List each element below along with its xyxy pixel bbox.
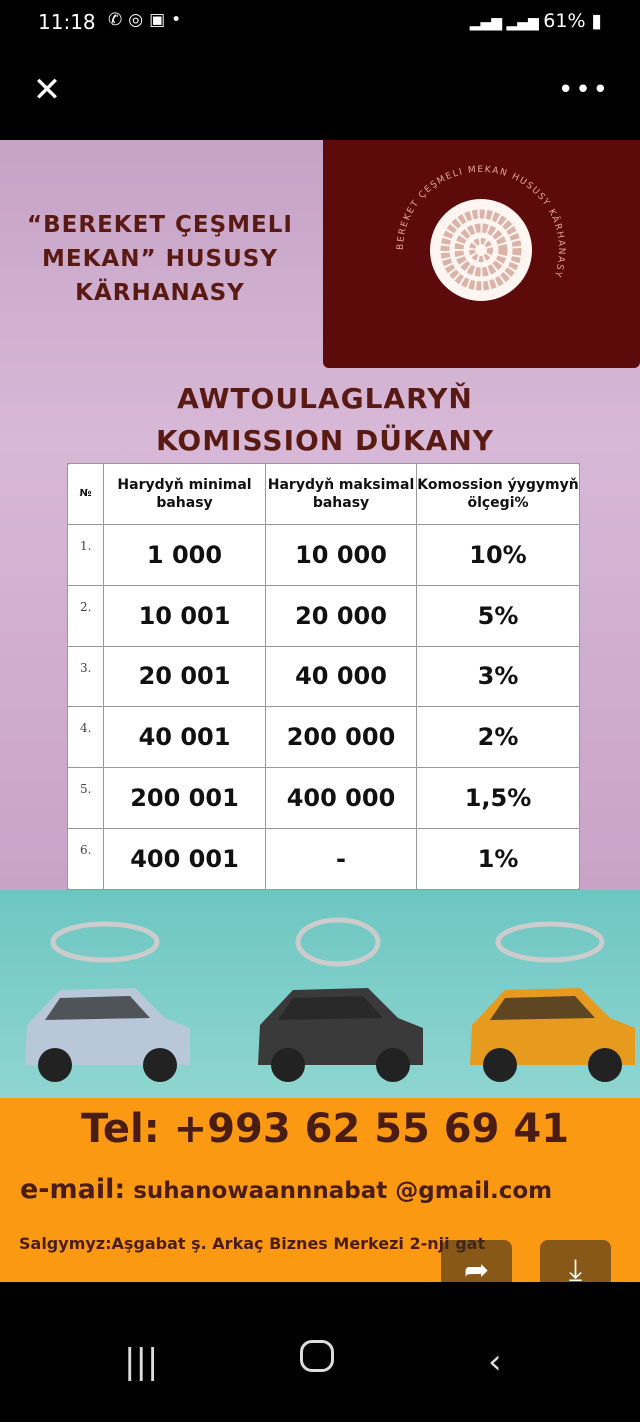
row-number: 6. — [67, 828, 104, 890]
row-number: 2. — [67, 584, 104, 647]
max-price: - — [265, 828, 417, 890]
navigation-bar: ||| ‹ — [0, 1282, 640, 1422]
table-row: 2. 10 001 20 000 5% — [67, 584, 580, 647]
commission-rate: 10% — [416, 523, 580, 586]
max-price: 200 000 — [265, 706, 417, 769]
row-number: 3. — [67, 645, 104, 708]
min-price: 10 001 — [103, 584, 266, 647]
home-icon[interactable] — [300, 1340, 334, 1372]
logo: BEREKET ÇEŞMELI MEKAN HUSUSY KÄRHANASY — [323, 140, 640, 368]
brand-logo-icon — [495, 921, 605, 963]
company-name-line: KÄRHANASY — [75, 280, 245, 306]
status-right: ▂▄▆ ▂▄▆ 61% ▮ — [470, 10, 602, 32]
table-row: 3. 20 001 40 000 3% — [67, 645, 580, 708]
cars-illustration — [25, 917, 635, 1082]
row-number: 4. — [67, 706, 104, 769]
min-price: 400 001 — [103, 828, 266, 890]
address: Salgymyz:Aşgabat ş. Arkaç Biznes Merkezi… — [19, 1234, 486, 1253]
table-row: 4. 40 001 200 000 2% — [67, 706, 580, 769]
signal-icon: ▂▄▆ ▂▄▆ — [469, 15, 544, 31]
row-number: 5. — [67, 767, 104, 830]
phone-number: Tel: +993 62 55 69 41 — [80, 1106, 570, 1152]
brand-logo-icon — [295, 917, 381, 967]
row-number: 1. — [67, 523, 104, 586]
heading-line: AWTOULAGLARYŇ — [177, 382, 473, 415]
commission-rate: 1,5% — [416, 767, 580, 830]
min-price: 20 001 — [103, 645, 266, 708]
heading-line: KOMISSION DÜKANY — [155, 424, 495, 457]
min-price: 40 001 — [103, 706, 266, 769]
battery-icon: ▮ — [585, 10, 602, 32]
email-address: suhanowaannnabat @gmail.com — [133, 1178, 553, 1204]
header-commission: Komossion ýygymyň ölçegi% — [416, 463, 580, 525]
recents-icon[interactable]: ||| — [124, 1342, 159, 1382]
back-icon[interactable]: ‹ — [488, 1342, 502, 1382]
download-icon: ⤓ — [568, 1253, 583, 1288]
header-max-price: Harydyň maksimal bahasy — [265, 463, 417, 525]
car-brands-section — [0, 890, 640, 1098]
clock: 11:18 — [38, 10, 96, 34]
min-price: 1 000 — [103, 523, 266, 586]
purple-section: “BEREKET ÇEŞMELI MEKAN” HUSUSY KÄRHANASY… — [0, 140, 640, 890]
header-min-price: Harydyň minimal bahasy — [103, 463, 266, 525]
close-icon[interactable]: ✕ — [32, 70, 62, 110]
max-price: 20 000 — [265, 584, 417, 647]
contact-section: Tel: +993 62 55 69 41 e-mail: suhanowaan… — [0, 1098, 640, 1282]
table-row: 6. 400 001-1% — [67, 828, 580, 890]
email-line: e-mail: suhanowaannnabat @gmail.com — [20, 1174, 552, 1205]
page-heading: AWTOULAGLARYŇ KOMISSION DÜKANY — [110, 378, 540, 462]
commission-rate: 2% — [416, 706, 580, 769]
max-price: 400 000 — [265, 767, 417, 830]
table-row: 1. 1 000 10 000 10% — [67, 523, 580, 586]
app-bar: ✕ ••• — [0, 55, 640, 140]
battery-level: 61% — [543, 10, 586, 32]
max-price: 10 000 — [265, 523, 417, 586]
table-header-row: № Harydyň minimal bahasy Harydyň maksima… — [67, 463, 580, 525]
commission-rate: 1% — [416, 828, 580, 890]
min-price: 200 001 — [103, 767, 266, 830]
commission-rate: 5% — [416, 584, 580, 647]
commission-table: № Harydyň minimal bahasy Harydyň maksima… — [67, 463, 580, 890]
car-lada — [25, 921, 190, 1082]
more-options-icon[interactable]: ••• — [557, 75, 610, 105]
status-bar: 11:18 ✆◎▣• ▂▄▆ ▂▄▆ 61% ▮ — [0, 0, 640, 50]
email-label: e-mail: — [20, 1174, 126, 1205]
poster-image: “BEREKET ÇEŞMELI MEKAN” HUSUSY KÄRHANASY… — [0, 140, 640, 1282]
table-row: 5. 200 001 400 000 1,5% — [67, 767, 580, 830]
logo-emblem: BEREKET ÇEŞMELI MEKAN HUSUSY KÄRHANASY — [396, 165, 565, 301]
company-name: “BEREKET ÇEŞMELI MEKAN” HUSUSY KÄRHANASY — [15, 208, 305, 310]
car-toyota — [258, 917, 423, 1082]
company-name-line: MEKAN” HUSUSY — [42, 246, 278, 272]
max-price: 40 000 — [265, 645, 417, 708]
commission-rate: 3% — [416, 645, 580, 708]
header-number: № — [67, 463, 104, 525]
notification-icons: ✆◎▣• — [108, 10, 188, 30]
company-name-line: “BEREKET ÇEŞMELI — [27, 212, 293, 238]
car-opel — [470, 921, 635, 1082]
brand-logo-icon — [50, 921, 160, 963]
